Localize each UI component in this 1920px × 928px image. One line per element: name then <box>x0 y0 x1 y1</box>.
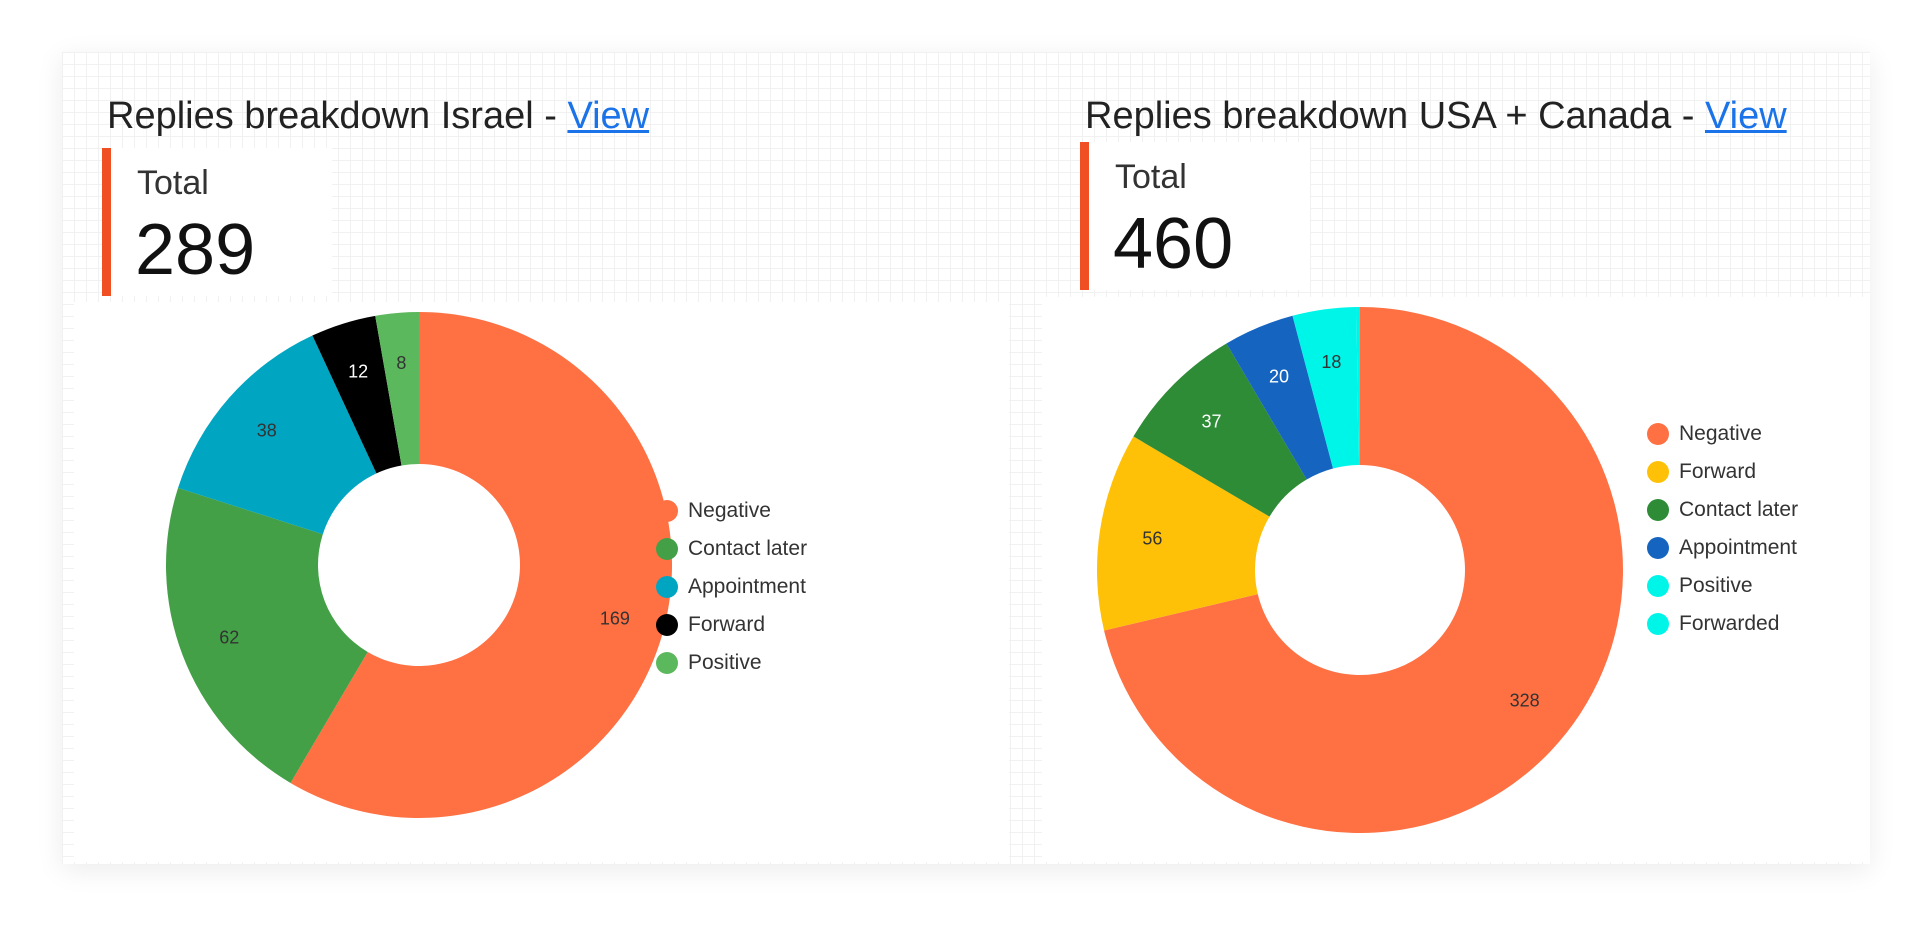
panel-title-text: Replies breakdown Israel - <box>107 95 568 137</box>
legend-swatch <box>656 500 678 522</box>
donut-chart-israel: 169 62 38 12 8 <box>165 312 672 818</box>
legend-label: Forward <box>688 613 766 636</box>
total-card: Total 460 <box>1080 142 1310 290</box>
legend-item-positive[interactable]: Positive <box>656 644 807 682</box>
legend-swatch <box>1647 461 1669 483</box>
slice-forward[interactable] <box>1097 436 1270 631</box>
slice-label-appointment: 20 <box>1269 366 1289 386</box>
total-value: 460 <box>1113 204 1234 284</box>
panel-usa-canada: Replies breakdown USA + Canada - View To… <box>1042 52 1870 864</box>
legend-item-forward[interactable]: Forward <box>656 606 807 644</box>
slice-label-positive: 18 <box>1321 352 1341 372</box>
legend-label: Appointment <box>1679 536 1797 559</box>
slice-label-forward: 56 <box>1142 529 1162 549</box>
legend-swatch <box>1647 613 1669 635</box>
legend-label: Appointment <box>688 575 806 598</box>
legend-item-forward[interactable]: Forward <box>1647 453 1798 491</box>
chart-box-usa-canada: 328 56 37 20 18 Negative Forward Contact later… <box>1042 297 1870 862</box>
view-link[interactable]: View <box>567 95 650 137</box>
slice-contact-later[interactable] <box>1133 343 1307 517</box>
total-card: Total 289 <box>102 148 332 296</box>
legend-label: Positive <box>1679 574 1753 597</box>
legend-swatch <box>656 614 678 636</box>
legend-swatch <box>1647 499 1669 521</box>
view-link[interactable]: View <box>1704 95 1787 137</box>
chart-legend: Negative Forward Contact later Appointment P… <box>1647 415 1798 643</box>
legend-item-negative[interactable]: Negative <box>1647 415 1798 453</box>
slice-contact-later[interactable] <box>165 487 368 783</box>
legend-label: Positive <box>688 651 762 674</box>
slice-forward[interactable] <box>312 315 402 474</box>
total-label: Total <box>137 164 209 202</box>
panel-title: Replies breakdown Israel - View <box>107 97 649 135</box>
legend-swatch <box>656 538 678 560</box>
legend-item-contact-later[interactable]: Contact later <box>656 530 807 568</box>
dashboard: Replies breakdown Israel - View Total 28… <box>62 52 1870 864</box>
slice-appointment[interactable] <box>178 335 377 535</box>
slice-negative[interactable] <box>290 312 672 818</box>
donut-chart-usa-canada: 328 56 37 20 18 <box>1097 307 1623 833</box>
slice-positive[interactable] <box>1292 307 1359 469</box>
legend-item-negative[interactable]: Negative <box>656 492 807 530</box>
legend-label: Forwarded <box>1679 612 1780 635</box>
legend-label: Negative <box>688 499 771 522</box>
slice-label-positive: 8 <box>396 353 406 373</box>
legend-item-appointment[interactable]: Appointment <box>656 568 807 606</box>
slice-negative[interactable] <box>1104 307 1623 833</box>
chart-box-israel: 169 62 38 12 8 Negative Contact later Appointm… <box>74 302 1009 862</box>
slice-label-negative: 169 <box>600 608 630 628</box>
legend-item-contact-later[interactable]: Contact later <box>1647 491 1798 529</box>
legend-item-positive[interactable]: Positive <box>1647 567 1798 605</box>
legend-swatch <box>656 652 678 674</box>
slice-appointment[interactable] <box>1226 315 1334 480</box>
legend-label: Contact later <box>1679 498 1799 521</box>
total-label: Total <box>1115 158 1187 196</box>
slice-positive[interactable] <box>375 312 419 466</box>
slice-forwarded[interactable] <box>1356 307 1360 466</box>
legend-swatch <box>1647 575 1669 597</box>
legend-swatch <box>1647 537 1669 559</box>
panel-title-text: Replies breakdown USA + Canada - <box>1085 95 1705 137</box>
legend-label: Contact later <box>688 537 808 560</box>
legend-label: Negative <box>1679 422 1762 445</box>
panel-israel: Replies breakdown Israel - View Total 28… <box>62 52 1012 864</box>
legend-item-appointment[interactable]: Appointment <box>1647 529 1798 567</box>
panel-title: Replies breakdown USA + Canada - View <box>1085 97 1787 135</box>
legend-item-forwarded[interactable]: Forwarded <box>1647 605 1798 643</box>
legend-swatch <box>1647 423 1669 445</box>
slice-label-contact-later: 62 <box>219 627 239 647</box>
legend-swatch <box>656 576 678 598</box>
slice-label-appointment: 38 <box>257 421 277 441</box>
slice-label-contact-later: 37 <box>1201 412 1221 432</box>
total-value: 289 <box>135 210 256 290</box>
slice-label-negative: 328 <box>1510 690 1540 710</box>
chart-legend: Negative Contact later Appointment Forward P… <box>656 492 807 682</box>
slice-label-forward: 12 <box>348 361 368 381</box>
legend-label: Forward <box>1679 460 1757 483</box>
